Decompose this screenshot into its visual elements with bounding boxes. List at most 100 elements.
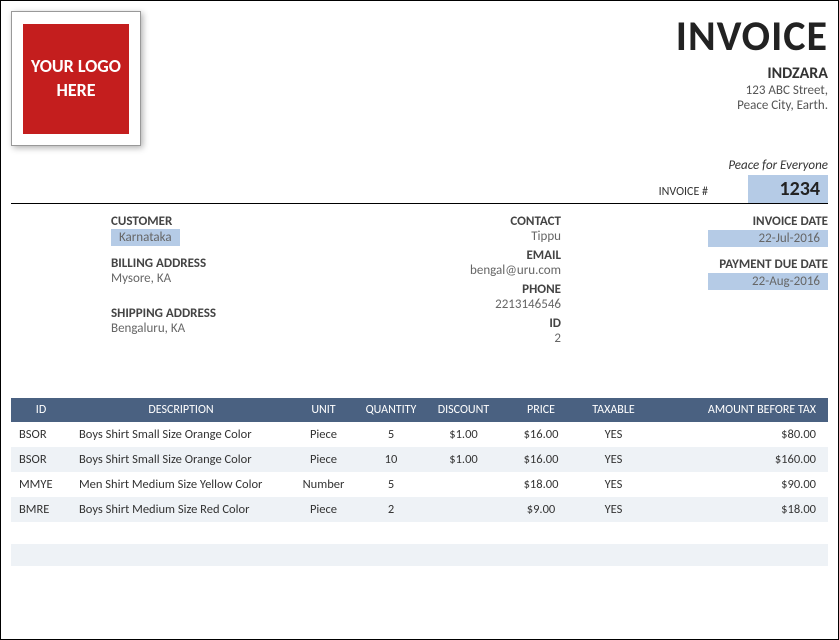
table-cell: 5 [356,422,426,447]
table-cell: Number [291,472,356,497]
table-cell [426,522,501,544]
table-cell [581,566,646,588]
table-cell: Piece [291,447,356,472]
due-date-value: 22-Aug-2016 [708,273,828,290]
table-cell [11,544,71,566]
table-cell [501,566,581,588]
logo-placeholder: YOUR LOGO HERE [11,11,141,146]
table-cell [71,522,291,544]
table-cell [646,566,828,588]
invoice-number-row: INVOICE # 1234 [11,175,828,204]
table-cell [581,544,646,566]
table-cell [581,522,646,544]
table-cell: $18.00 [501,472,581,497]
company-addr2: Peace City, Earth. [676,98,828,113]
phone-value: 2213146546 [391,297,561,312]
table-cell [356,522,426,544]
col-id: ID [11,398,71,422]
table-cell: $9.00 [501,497,581,522]
company-name: INDZARA [676,64,828,83]
contact-heading: CONTACT [391,214,561,229]
table-cell: $1.00 [426,422,501,447]
items-table: ID DESCRIPTION UNIT QUANTITY DISCOUNT PR… [11,398,828,588]
table-cell [11,522,71,544]
col-quantity: QUANTITY [356,398,426,422]
table-cell [426,544,501,566]
table-cell: BMRE [11,497,71,522]
billing-heading: BILLING ADDRESS [111,256,391,271]
table-row [11,566,828,588]
table-cell: Boys Shirt Small Size Orange Color [71,422,291,447]
table-header-row: ID DESCRIPTION UNIT QUANTITY DISCOUNT PR… [11,398,828,422]
col-description: DESCRIPTION [71,398,291,422]
table-cell: $16.00 [501,422,581,447]
table-cell: Men Shirt Medium Size Yellow Color [71,472,291,497]
table-cell [356,544,426,566]
col-unit: UNIT [291,398,356,422]
table-cell: YES [581,447,646,472]
table-cell: 2 [356,497,426,522]
company-addr1: 123 ABC Street, [676,83,828,98]
shipping-heading: SHIPPING ADDRESS [111,306,391,321]
table-cell: $18.00 [646,497,828,522]
table-cell [291,522,356,544]
table-cell [356,566,426,588]
table-cell: BSOR [11,422,71,447]
customer-heading: CUSTOMER [111,214,391,229]
email-value: bengal@uru.com [391,263,561,278]
shipping-value: Bengaluru, KA [111,321,391,336]
table-cell: BSOR [11,447,71,472]
table-cell [291,544,356,566]
table-row: BSORBoys Shirt Small Size Orange ColorPi… [11,447,828,472]
table-cell: YES [581,497,646,522]
table-cell [11,566,71,588]
table-cell: 5 [356,472,426,497]
table-cell: Piece [291,497,356,522]
col-discount: DISCOUNT [426,398,501,422]
table-cell: $80.00 [646,422,828,447]
table-cell: $90.00 [646,472,828,497]
logo-text: YOUR LOGO HERE [23,24,129,134]
contact-name: Tippu [391,229,561,244]
doc-title: INVOICE [676,11,828,62]
invoice-date-value: 22-Jul-2016 [708,230,828,247]
table-cell [291,566,356,588]
table-row [11,544,828,566]
table-cell [501,522,581,544]
table-cell [501,544,581,566]
table-cell: Boys Shirt Medium Size Red Color [71,497,291,522]
due-date-label: PAYMENT DUE DATE [561,257,828,272]
invoice-num-value: 1234 [748,175,828,203]
table-cell: MMYE [11,472,71,497]
table-cell [426,472,501,497]
company-block: INVOICE INDZARA 123 ABC Street, Peace Ci… [676,11,828,113]
tagline: Peace for Everyone [11,158,828,173]
billing-value: Mysore, KA [111,271,391,286]
table-cell [426,566,501,588]
col-amount: AMOUNT BEFORE TAX [646,398,828,422]
table-cell: Piece [291,422,356,447]
table-row: BSORBoys Shirt Small Size Orange ColorPi… [11,422,828,447]
email-heading: EMAIL [391,248,561,263]
col-price: PRICE [501,398,581,422]
table-cell: 10 [356,447,426,472]
table-cell: YES [581,422,646,447]
table-cell [646,544,828,566]
table-row: MMYEMen Shirt Medium Size Yellow ColorNu… [11,472,828,497]
col-taxable: TAXABLE [581,398,646,422]
table-cell [71,566,291,588]
customer-name: Karnataka [111,229,180,246]
table-cell: YES [581,472,646,497]
table-cell: $160.00 [646,447,828,472]
table-cell: Boys Shirt Small Size Orange Color [71,447,291,472]
table-cell [646,522,828,544]
invoice-date-label: INVOICE DATE [561,214,828,229]
id-value: 2 [391,331,561,346]
table-cell [426,497,501,522]
id-heading: ID [391,316,561,331]
table-cell [71,544,291,566]
table-cell: $1.00 [426,447,501,472]
invoice-num-label: INVOICE # [659,185,708,199]
phone-heading: PHONE [391,282,561,297]
table-row: BMREBoys Shirt Medium Size Red ColorPiec… [11,497,828,522]
